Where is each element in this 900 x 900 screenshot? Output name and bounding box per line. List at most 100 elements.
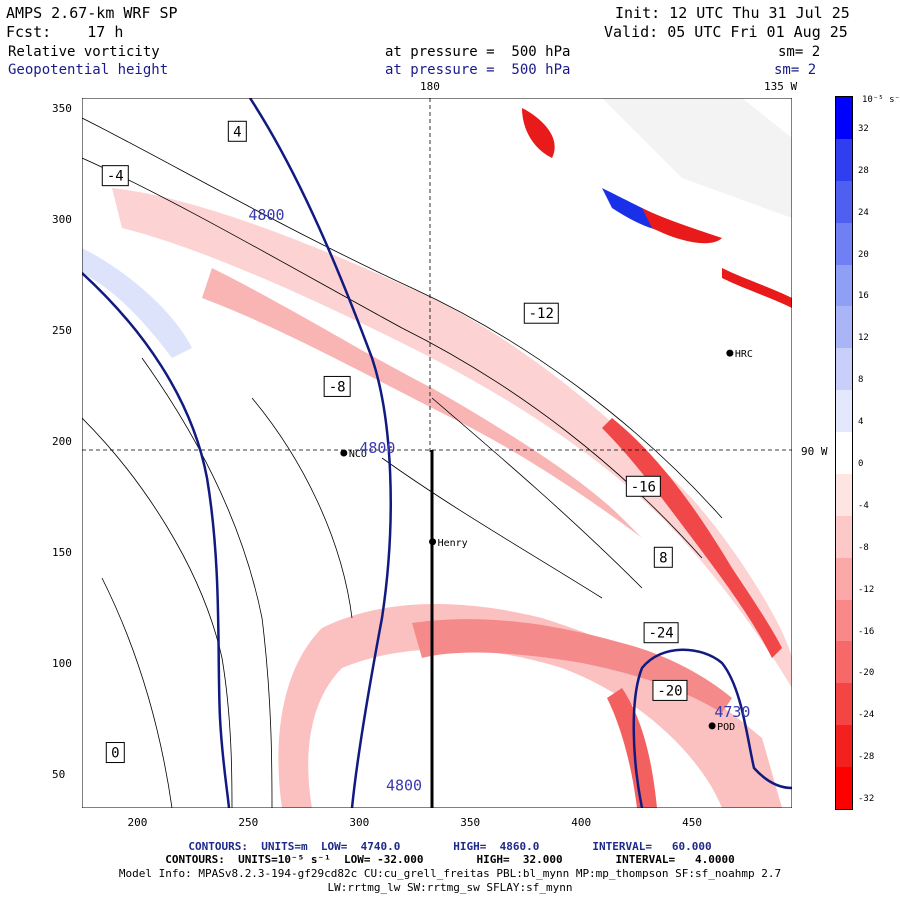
y-tick-label: 100: [52, 656, 72, 670]
station-label: Henry: [438, 538, 468, 549]
colorbar-swatch: [836, 641, 852, 684]
svg-text:4: 4: [233, 124, 241, 140]
x-tick-label: 350: [460, 816, 481, 829]
forecast-hour: Fcst: 17 h: [6, 23, 124, 41]
colorbar-label: 32: [858, 123, 869, 134]
colorbar-label: 16: [858, 291, 869, 302]
colorbar-label: -12: [858, 584, 875, 595]
lat-label-90w: 90 W: [801, 445, 828, 458]
vorticity-contour-label: 8: [653, 546, 673, 568]
x-tick-label: 300: [349, 816, 370, 829]
vorticity-contour-label: -8: [323, 375, 351, 397]
colorbar-label: 20: [858, 249, 869, 260]
svg-text:8: 8: [659, 550, 667, 566]
station-layer: NCO Henry HRC POD: [340, 349, 753, 733]
colorbar-unit: 10⁻⁵ s⁻¹: [862, 95, 900, 105]
y-tick-label: 350: [52, 102, 72, 116]
vorticity-contour-label: -20: [652, 679, 688, 701]
colorbar: [835, 96, 853, 810]
x-tick-label: 200: [127, 816, 148, 829]
height-contour-label: 4800: [386, 776, 422, 794]
x-tick-label: 450: [682, 816, 703, 829]
height-contour-label: 4800: [359, 439, 395, 457]
colorbar-swatch: [836, 138, 852, 181]
station-marker: [708, 722, 716, 730]
station-marker: [340, 449, 348, 457]
station-label: NCO: [349, 449, 367, 460]
colorbar-swatch: [836, 557, 852, 600]
colorbar-swatch: [836, 683, 852, 726]
y-tick-label: 300: [52, 213, 72, 227]
height-contour-label: 4730: [714, 703, 750, 721]
colorbar-label: 4: [858, 417, 864, 428]
colorbar-swatch: [836, 599, 852, 642]
y-tick-label: 200: [52, 434, 72, 448]
colorbar-label: 28: [858, 165, 869, 176]
colorbar-swatch: [836, 390, 852, 432]
y-tick-label: 250: [52, 323, 72, 337]
vorticity-contour-label: -16: [625, 475, 661, 497]
colorbar-swatch: [836, 97, 852, 139]
station-marker: [726, 349, 734, 357]
map-panel[interactable]: NCO Henry HRC POD 4800 4800 4800 4730 4 -4 -8 -12…: [82, 98, 792, 808]
colorbar-label: 12: [858, 333, 869, 344]
colorbar-label: -8: [858, 542, 869, 553]
footer-vort-contours: CONTOURS: UNITS=10⁻⁵ s⁻¹ LOW= -32.000 HI…: [165, 853, 735, 866]
vorticity-contour-label: -4: [101, 165, 129, 187]
height-contour-label: 4800: [248, 206, 284, 224]
colorbar-label: 8: [858, 375, 864, 386]
station-label: POD: [717, 722, 735, 733]
y-tick-label: 150: [52, 545, 72, 559]
lon-label-135w: 135 W: [764, 80, 798, 93]
map-svg: NCO Henry HRC POD 4800 4800 4800 4730 4 -4 -8 -12…: [82, 98, 792, 808]
vorticity-label-layer: 4 -4 -8 -12 -16 -20 -24 8 0: [101, 120, 688, 764]
colorbar-swatch: [836, 515, 852, 558]
vorticity-contour-label: -24: [643, 622, 679, 644]
footer-height-contours: CONTOURS: UNITS=m LOW= 4740.0 HIGH= 4860…: [188, 840, 712, 853]
x-tick-label: 400: [571, 816, 592, 829]
colorbar-swatch: [836, 432, 852, 474]
station-label: HRC: [735, 349, 753, 360]
colorbar-label: -28: [858, 752, 875, 763]
colorbar-label: -24: [858, 710, 875, 721]
field2-smoothing: sm= 2: [774, 62, 817, 78]
vorticity-contour-label: -12: [523, 302, 559, 324]
footer-physics: LW:rrtmg_lw SW:rrtmg_sw SFLAY:sf_mynn: [327, 881, 573, 894]
svg-text:-8: -8: [329, 379, 346, 395]
height-contours: [82, 98, 792, 808]
svg-text:-16: -16: [631, 479, 656, 495]
valid-time: Valid: 05 UTC Fri 01 Aug 25: [604, 23, 848, 41]
init-time: Init: 12 UTC Thu 31 Jul 25: [615, 4, 850, 22]
colorbar-swatch: [836, 306, 852, 349]
colorbar-label: 0: [858, 459, 864, 469]
station-marker: [429, 538, 437, 546]
field1-level: at pressure = 500 hPa: [385, 44, 571, 60]
colorbar-swatch: [836, 264, 852, 307]
svg-text:-4: -4: [107, 169, 124, 185]
colorbar-label: 24: [858, 207, 869, 218]
colorbar-label: -32: [858, 794, 875, 805]
colorbar-swatch: [836, 767, 852, 809]
colorbar-swatch: [836, 725, 852, 767]
field1-smoothing: sm= 2: [778, 44, 821, 60]
field1-name: Relative vorticity: [8, 44, 160, 60]
x-tick-label: 250: [238, 816, 259, 829]
vorticity-contour-label: 0: [105, 742, 125, 764]
field2-level: at pressure = 500 hPa: [385, 62, 571, 78]
colorbar-label: -20: [858, 668, 875, 679]
colorbar-label: -16: [858, 626, 875, 637]
footer-model-info: Model Info: MPASv8.2.3-194-gf29cd82c CU:…: [118, 867, 782, 880]
colorbar-label: -4: [858, 500, 869, 511]
colorbar-swatch: [836, 222, 852, 265]
height-label-layer: 4800 4800 4800 4730: [248, 206, 750, 794]
y-tick-label: 50: [52, 767, 66, 781]
svg-text:-24: -24: [648, 626, 673, 642]
lon-label-180: 180: [420, 80, 440, 93]
field2-name: Geopotential height: [8, 62, 169, 78]
colorbar-swatch: [836, 473, 852, 516]
vorticity-contours: [82, 117, 723, 808]
svg-text:-12: -12: [529, 306, 554, 322]
colorbar-swatch: [836, 348, 852, 391]
model-title: AMPS 2.67-km WRF SP: [6, 4, 178, 22]
colorbar-swatch: [836, 180, 852, 223]
